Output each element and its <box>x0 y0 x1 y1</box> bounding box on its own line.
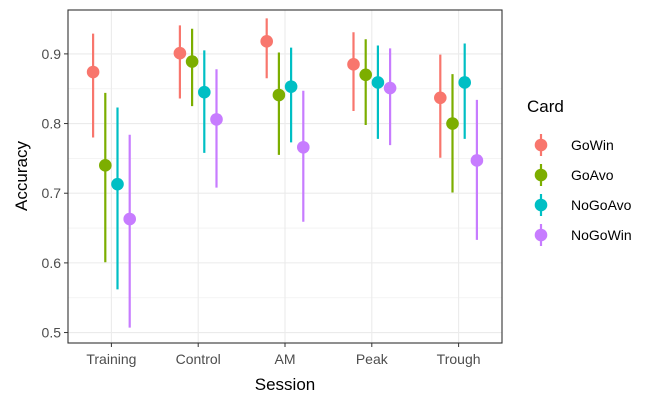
y-tick-label: 0.5 <box>42 325 62 341</box>
data-point <box>347 58 360 71</box>
x-tick-label: AM <box>275 351 296 367</box>
data-point <box>359 68 373 82</box>
y-tick-label: 0.6 <box>42 255 62 271</box>
x-tick-label: Training <box>86 351 136 367</box>
data-point <box>260 35 274 48</box>
data-point <box>86 65 100 79</box>
legend-key-point <box>534 168 548 182</box>
data-point <box>383 81 397 95</box>
legend-title: Card <box>527 97 564 116</box>
y-tick-label: 0.7 <box>42 185 62 201</box>
grid-lines <box>68 10 502 343</box>
series-NoGoWin <box>123 48 484 328</box>
series-GoAvo <box>99 28 459 263</box>
legend-label: GoAvo <box>571 167 614 183</box>
series-GoWin <box>86 18 447 158</box>
data-point <box>446 117 459 130</box>
data-point <box>297 140 310 154</box>
legend: Card GoWin GoAvo NoGoAvo NoGoWin <box>527 97 632 246</box>
data-point <box>284 80 298 93</box>
data-point <box>111 177 124 191</box>
y-tick-label: 0.9 <box>42 46 62 62</box>
legend-label: GoWin <box>571 137 614 153</box>
x-tick-label: Peak <box>356 351 389 367</box>
data-series <box>86 18 484 328</box>
series-NoGoAvo <box>111 43 472 290</box>
x-tick-label: Trough <box>437 351 481 367</box>
legend-key-point <box>534 228 548 242</box>
legend-label: NoGoAvo <box>571 197 632 213</box>
axis-ticks: 0.5 0.6 0.7 0.8 0.9 Training Control AM Peak Trou… <box>42 46 481 367</box>
y-tick-label: 0.8 <box>42 116 62 132</box>
legend-key-point <box>534 198 548 212</box>
legend-label: NoGoWin <box>571 227 632 243</box>
y-axis-title: Accuracy <box>12 141 31 211</box>
data-point <box>99 159 112 172</box>
legend-key-point <box>534 138 548 152</box>
data-point <box>458 76 472 89</box>
x-axis-title: Session <box>255 375 315 394</box>
data-point <box>123 212 136 226</box>
data-point <box>173 46 187 60</box>
data-point <box>272 88 286 102</box>
data-point <box>470 154 484 167</box>
data-point <box>185 55 199 68</box>
x-tick-label: Control <box>176 351 221 367</box>
data-point <box>198 85 211 99</box>
data-point <box>210 113 223 126</box>
data-point <box>371 76 385 89</box>
data-point <box>434 91 447 105</box>
